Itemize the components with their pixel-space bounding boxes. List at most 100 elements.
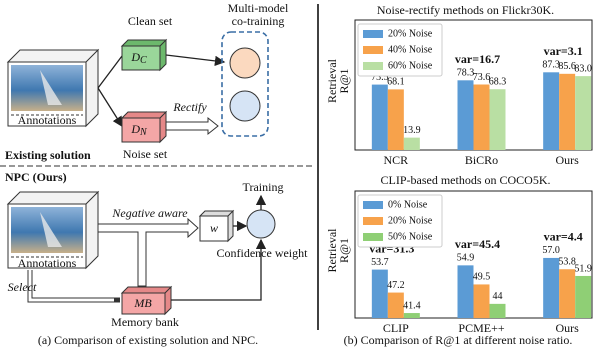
annotations-label: Annotations <box>18 113 77 127</box>
npc-title: NPC (Ours) <box>5 170 67 184</box>
model-a <box>229 47 261 79</box>
var-annotation: var=45.4 <box>455 237 500 251</box>
cotraining-label: Multi-model <box>228 1 289 15</box>
bar <box>371 269 388 318</box>
value-label: 57.0 <box>542 245 560 256</box>
clean-arrow <box>165 54 226 67</box>
x-tick-label: NCR <box>383 153 408 167</box>
bar <box>371 84 388 150</box>
select-arrow-inner <box>28 270 114 302</box>
bar <box>575 275 592 318</box>
x-tick-label: Ours <box>555 321 579 335</box>
bar <box>457 265 474 318</box>
noise-set-label: Noise set <box>123 147 168 161</box>
legend-label: 60% Noise <box>388 60 433 71</box>
value-label: 44 <box>493 291 503 302</box>
bar <box>403 313 420 318</box>
memory-bank-label: Memory bank <box>111 315 179 329</box>
chart-title: Noise-rectify methods on Flickr30K. <box>377 3 554 17</box>
flow-arrow <box>97 217 199 287</box>
y-axis-label: Retrieval <box>325 58 339 103</box>
value-label: 68.3 <box>489 77 507 88</box>
mb-label: MB <box>133 296 152 310</box>
mb-arrow <box>171 238 267 301</box>
rectify-arrow <box>165 116 219 136</box>
bar <box>473 84 490 150</box>
mb-box <box>121 292 166 315</box>
value-label: 41.4 <box>403 300 421 311</box>
value-label: 78.3 <box>457 68 475 79</box>
select-arrow <box>27 270 120 303</box>
w-label: w <box>210 221 218 235</box>
bar <box>559 73 576 150</box>
x-tick-label: Ours <box>555 153 579 167</box>
legend-label: 20% Noise <box>388 28 433 39</box>
value-label: 73.6 <box>473 72 491 83</box>
bar <box>387 89 404 150</box>
chart-title: CLIP-based methods on COCO5K. <box>381 173 551 187</box>
sail <box>40 212 62 247</box>
legend-label: 40% Noise <box>388 44 433 55</box>
select-label: Select <box>8 280 37 294</box>
clean-set-label: Clean set <box>128 14 173 28</box>
dn-label: DN <box>130 122 148 139</box>
legend-swatch <box>363 233 383 241</box>
bar <box>387 292 404 318</box>
bar <box>575 76 592 150</box>
bar <box>403 137 420 150</box>
y-axis-label: R@1 <box>337 238 351 263</box>
value-label: 54.9 <box>457 253 475 264</box>
charts: Noise-rectify methods on Flickr30K. Retri… <box>325 3 593 335</box>
model-b <box>229 90 261 122</box>
legend-swatch <box>363 30 383 38</box>
dc-label: DC <box>130 50 147 67</box>
x-tick-label: BiCRo <box>465 153 498 167</box>
caption-a: (a) Comparison of existing solution and … <box>38 333 258 347</box>
split-arrows <box>97 55 122 126</box>
dc-box <box>121 45 161 71</box>
var-annotation: var=16.7 <box>455 52 500 66</box>
existing-title: Existing solution <box>5 148 91 162</box>
var-annotation: var=4.4 <box>544 230 583 244</box>
value-label: 87.3 <box>542 60 560 71</box>
legend-swatch <box>363 201 383 209</box>
rectify-label: Rectify <box>172 100 207 114</box>
caption-b: (b) Comparison of R@1 at different noise… <box>344 333 573 347</box>
bar <box>559 269 576 318</box>
legend-label: 0% Noise <box>388 199 428 210</box>
bar <box>543 257 560 318</box>
negative-aware-label: Negative aware <box>111 206 188 220</box>
bar <box>543 72 560 150</box>
cotraining-label: co-training <box>232 14 285 28</box>
confidence-label: Confidence weight <box>217 246 309 260</box>
legend-label: 20% Noise <box>388 215 433 226</box>
y-axis-label: Retrieval <box>325 228 339 273</box>
bar <box>473 284 490 318</box>
dn-box <box>121 117 161 143</box>
x-tick-label: CLIP <box>383 321 409 335</box>
legend-swatch <box>363 217 383 225</box>
legend-swatch <box>363 46 383 54</box>
bar <box>489 303 506 318</box>
var-annotation: var=3.1 <box>544 44 583 58</box>
value-label: 51.9 <box>574 263 592 274</box>
y-axis-label: R@1 <box>337 68 351 93</box>
value-label: 49.5 <box>473 272 491 283</box>
w-box <box>199 215 229 242</box>
value-label: 83.0 <box>574 63 592 74</box>
training-node <box>246 209 276 239</box>
value-label: 68.1 <box>387 77 405 88</box>
sail <box>40 70 62 105</box>
training-label: Training <box>243 180 284 194</box>
npc-diagram: Annotations Negative aware w Training Co… <box>6 180 309 329</box>
legend-label: 50% Noise <box>388 231 433 242</box>
bar <box>457 80 474 150</box>
value-label: 53.7 <box>371 257 389 268</box>
cotraining-box <box>221 31 269 137</box>
x-tick-label: PCME++ <box>458 321 504 335</box>
legend-swatch <box>363 62 383 70</box>
value-label: 47.2 <box>387 280 405 291</box>
value-label: 53.8 <box>558 257 576 268</box>
existing-diagram: Annotations Clean set DC DN Noise set Re… <box>6 1 289 161</box>
